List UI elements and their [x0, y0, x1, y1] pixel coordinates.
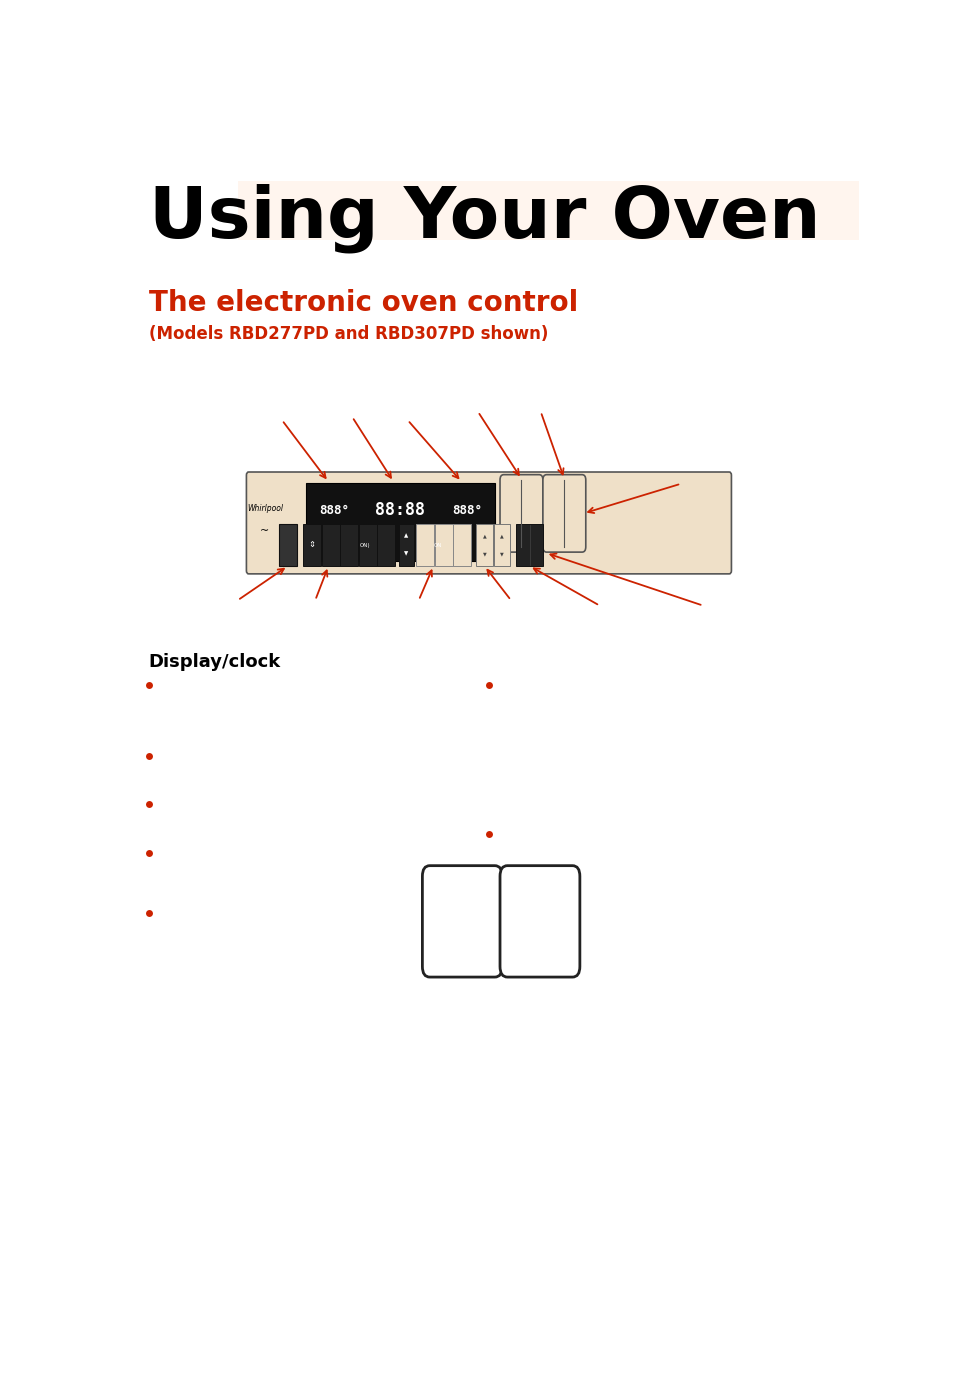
- FancyBboxPatch shape: [453, 524, 471, 566]
- FancyBboxPatch shape: [278, 524, 296, 566]
- Text: ): ): [364, 543, 370, 548]
- FancyBboxPatch shape: [499, 865, 579, 977]
- Text: (Models RBD277PD and RBD307PD shown): (Models RBD277PD and RBD307PD shown): [149, 325, 548, 343]
- Text: 888°: 888°: [319, 504, 349, 517]
- Text: 888°: 888°: [452, 504, 482, 517]
- Text: ON: ON: [359, 543, 368, 548]
- FancyBboxPatch shape: [398, 524, 413, 566]
- FancyBboxPatch shape: [494, 524, 510, 566]
- Text: ▼: ▼: [482, 551, 486, 557]
- FancyBboxPatch shape: [321, 524, 339, 566]
- FancyBboxPatch shape: [435, 524, 453, 566]
- Text: ⇕: ⇕: [309, 540, 315, 550]
- FancyBboxPatch shape: [542, 474, 585, 553]
- FancyBboxPatch shape: [476, 524, 492, 566]
- FancyBboxPatch shape: [416, 524, 434, 566]
- FancyBboxPatch shape: [499, 474, 542, 553]
- Text: ▲: ▲: [482, 533, 486, 539]
- FancyBboxPatch shape: [303, 524, 321, 566]
- Text: ▲: ▲: [403, 533, 408, 539]
- FancyBboxPatch shape: [306, 482, 495, 561]
- FancyBboxPatch shape: [376, 524, 395, 566]
- Text: 88:88: 88:88: [375, 502, 425, 520]
- FancyBboxPatch shape: [358, 524, 376, 566]
- Text: ▼: ▼: [499, 551, 503, 557]
- FancyBboxPatch shape: [246, 473, 731, 573]
- FancyBboxPatch shape: [516, 524, 542, 566]
- FancyBboxPatch shape: [237, 182, 858, 240]
- Text: ▼: ▼: [403, 551, 408, 557]
- Text: Whirlpool: Whirlpool: [247, 504, 283, 513]
- Text: ▲: ▲: [499, 533, 503, 539]
- FancyBboxPatch shape: [422, 865, 501, 977]
- FancyBboxPatch shape: [340, 524, 357, 566]
- Text: Using Your Oven: Using Your Oven: [149, 183, 820, 254]
- Text: ON: ON: [434, 543, 441, 548]
- Text: Display/clock: Display/clock: [149, 653, 281, 671]
- Text: ~: ~: [260, 525, 270, 536]
- Text: The electronic oven control: The electronic oven control: [149, 289, 578, 317]
